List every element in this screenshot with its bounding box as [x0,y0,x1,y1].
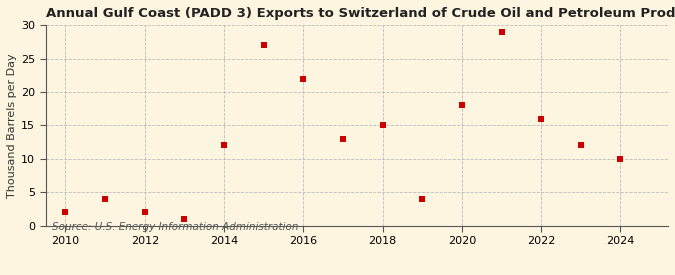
Point [536,117,547,121]
Point [615,156,626,161]
Text: Annual Gulf Coast (PADD 3) Exports to Switzerland of Crude Oil and Petroleum Pro: Annual Gulf Coast (PADD 3) Exports to Sw… [46,7,675,20]
Point [338,136,348,141]
Point [298,76,308,81]
Point [576,143,587,148]
Text: Source: U.S. Energy Information Administration: Source: U.S. Energy Information Administ… [52,221,298,232]
Point [100,197,111,201]
Point [377,123,388,128]
Point [259,43,269,48]
Point [139,210,150,214]
Point [417,197,428,201]
Point [496,30,507,34]
Point [219,143,230,148]
Point [179,217,190,221]
Y-axis label: Thousand Barrels per Day: Thousand Barrels per Day [7,53,17,198]
Point [60,210,71,214]
Point [456,103,467,108]
